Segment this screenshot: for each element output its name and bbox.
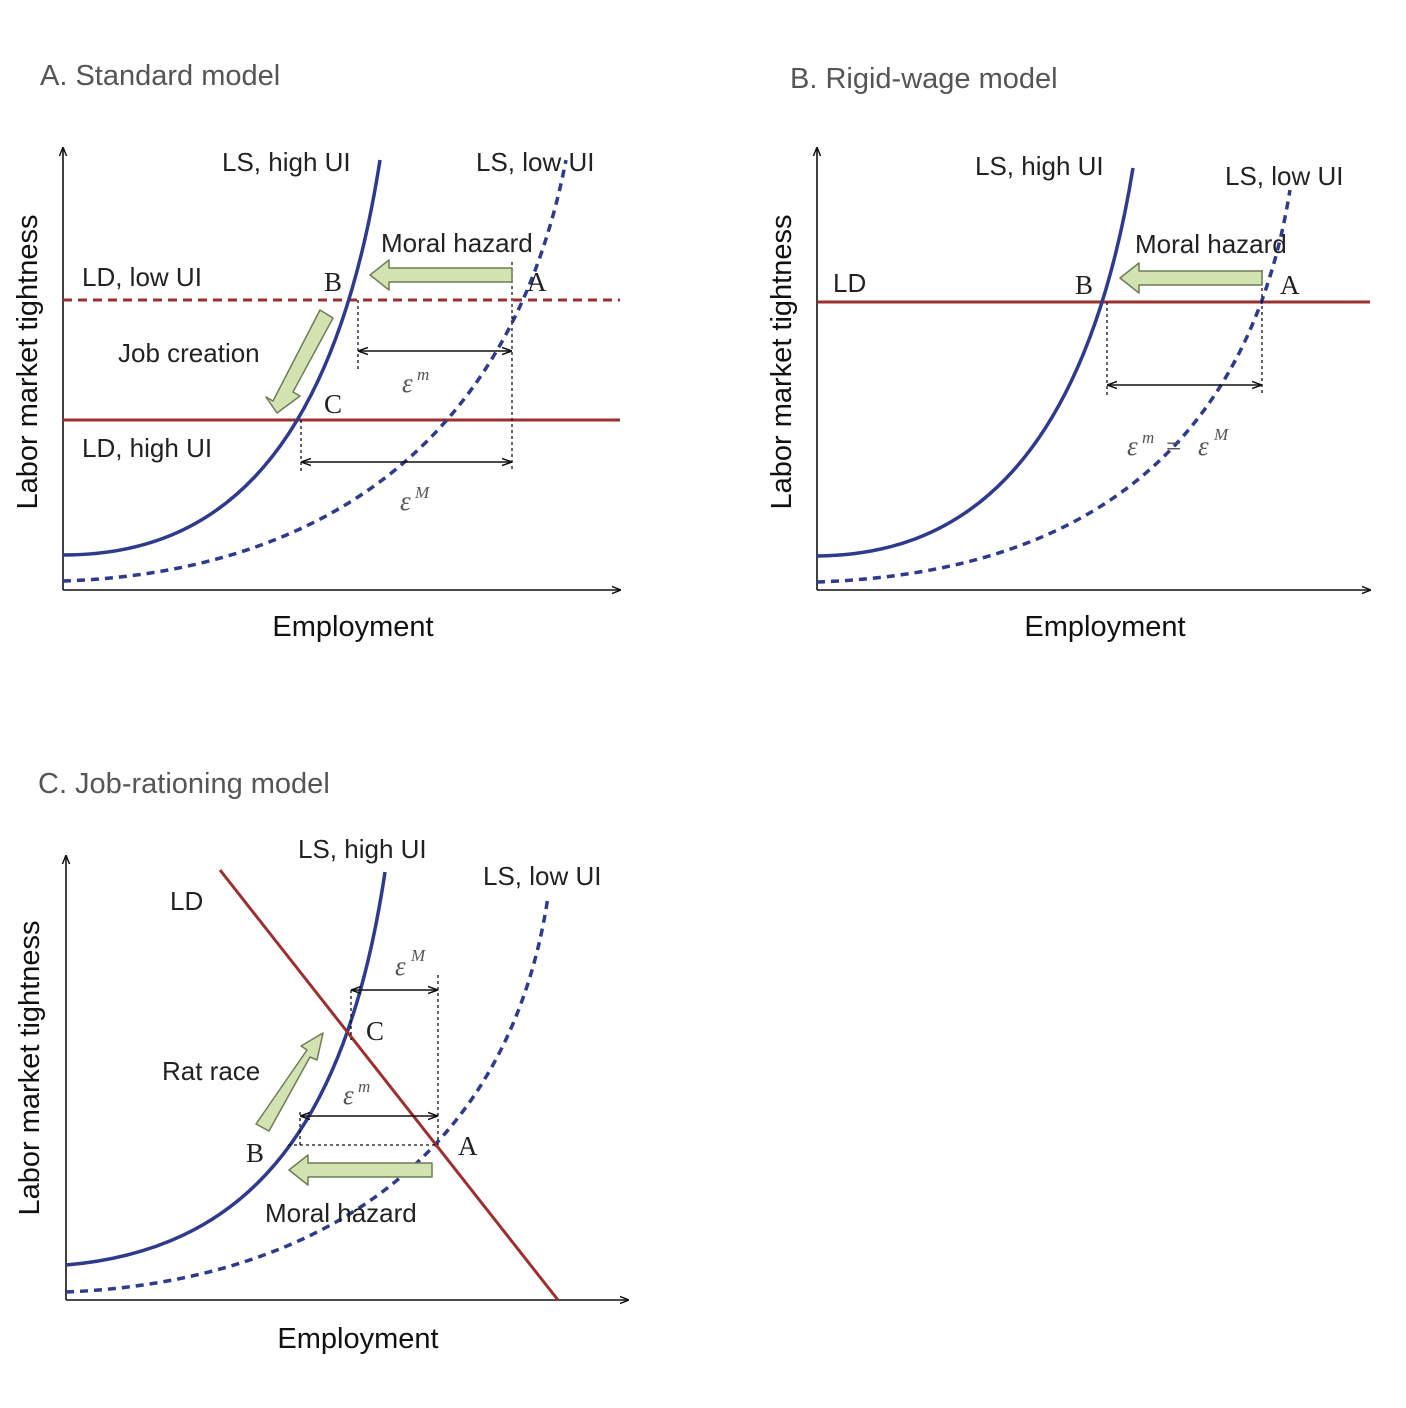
- panel-c-ls-low-label: LS, low UI: [483, 861, 602, 891]
- panel-a-moral-hazard-arrow: [369, 259, 513, 291]
- panel-b-eps-equal-label: ε m = ε M: [1127, 425, 1229, 461]
- panel-c-moral-hazard-arrow: [288, 1154, 433, 1186]
- panel-a-ls-low-ui-curve: [62, 159, 568, 583]
- panel-c-point-c: C: [366, 1016, 384, 1046]
- svg-text:m: m: [358, 1077, 370, 1096]
- panel-a-job-creation-arrow: [265, 309, 334, 414]
- panel-b-ls-high-label: LS, high UI: [975, 151, 1104, 181]
- panel-b-point-b: B: [1075, 270, 1093, 300]
- panel-c-point-b: B: [246, 1138, 264, 1168]
- svg-text:ε: ε: [402, 368, 413, 398]
- panel-c-rat-race-arrow: [255, 1032, 324, 1132]
- panel-c-ld-label: LD: [170, 886, 203, 916]
- panel-c-ls-high-label: LS, high UI: [298, 834, 427, 864]
- svg-text:ε: ε: [343, 1080, 354, 1110]
- svg-text:m: m: [417, 365, 429, 384]
- panel-c-point-a: A: [458, 1131, 478, 1161]
- panel-c-title: C. Job-rationing model: [38, 768, 330, 800]
- panel-c-y-label: Labor market tightness: [14, 921, 46, 1216]
- panel-a-job-creation-label: Job creation: [118, 338, 260, 368]
- panel-a-eps-M-label: ε M: [400, 483, 430, 516]
- panel-a-point-c: C: [324, 389, 342, 419]
- panel-a-x-label: Employment: [272, 611, 433, 643]
- panel-a-ls-high-label: LS, high UI: [222, 147, 351, 177]
- panel-c-job-rationing-model: C. Job-rationing model Labor market tigh…: [14, 768, 628, 1355]
- panel-a-eps-m-label: ε m: [402, 365, 429, 398]
- panel-b-ls-low-ui-curve: [816, 189, 1292, 584]
- svg-text:M: M: [414, 483, 430, 502]
- panel-b-ls-low-label: LS, low UI: [1225, 161, 1344, 191]
- panel-b-rigid-wage-model: B. Rigid-wage model Labor market tightne…: [766, 63, 1370, 643]
- panel-a-ld-low-label: LD, low UI: [82, 262, 202, 292]
- svg-text:M: M: [1213, 425, 1229, 444]
- panel-a-ls-low-label: LS, low UI: [476, 147, 595, 177]
- svg-text:ε: ε: [395, 951, 406, 981]
- panel-a-ld-high-label: LD, high UI: [82, 433, 212, 463]
- panel-a-y-label: Labor market tightness: [12, 215, 44, 510]
- panel-c-eps-m-label: ε m: [343, 1077, 370, 1110]
- panel-c-ls-low-ui-curve: [65, 896, 550, 1294]
- panel-c-x-label: Employment: [277, 1323, 438, 1355]
- panel-b-moral-hazard-label: Moral hazard: [1135, 229, 1287, 259]
- panel-b-x-label: Employment: [1024, 611, 1185, 643]
- panel-c-ls-high-ui-curve: [65, 871, 387, 1267]
- panel-a-standard-model: A. Standard model Labor market tightness…: [12, 60, 620, 643]
- panel-a-moral-hazard-label: Moral hazard: [381, 228, 533, 258]
- panel-b-title: B. Rigid-wage model: [790, 63, 1058, 95]
- panel-b-ls-high-ui-curve: [816, 167, 1135, 558]
- svg-text:ε: ε: [1127, 431, 1138, 461]
- svg-text:ε: ε: [1198, 431, 1209, 461]
- panel-a-point-b: B: [324, 267, 342, 297]
- panel-b-y-label: Labor market tightness: [766, 215, 798, 510]
- panel-c-eps-M-label: ε M: [395, 946, 426, 981]
- panel-a-ls-high-ui-curve: [62, 159, 382, 557]
- panel-c-rat-race-label: Rat race: [162, 1056, 260, 1086]
- panel-c-ld-line: [218, 869, 560, 1301]
- svg-text:M: M: [410, 946, 426, 965]
- svg-text:m: m: [1142, 428, 1154, 447]
- panel-b-ld-label: LD: [833, 268, 866, 298]
- svg-text:ε: ε: [400, 486, 411, 516]
- panel-b-point-a: A: [1280, 270, 1300, 300]
- panel-c-moral-hazard-label: Moral hazard: [265, 1198, 417, 1228]
- svg-text:=: =: [1166, 431, 1181, 461]
- panel-a-point-a: A: [527, 267, 547, 297]
- panel-a-title: A. Standard model: [40, 60, 280, 92]
- panel-b-moral-hazard-arrow: [1119, 262, 1263, 294]
